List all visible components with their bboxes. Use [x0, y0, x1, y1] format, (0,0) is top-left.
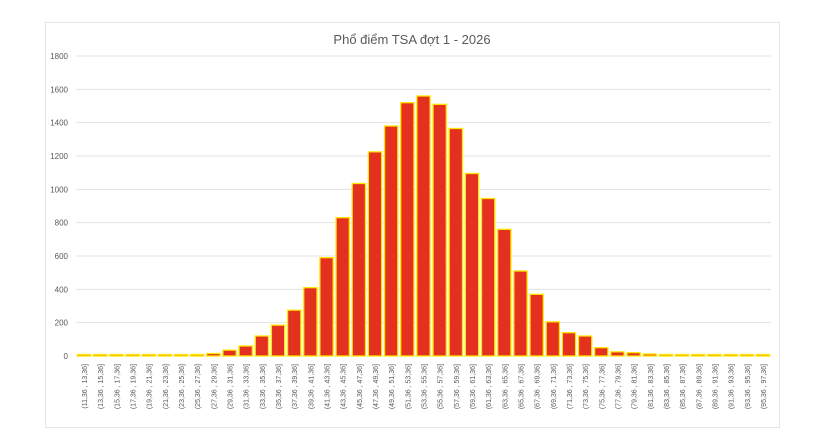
histogram-bar — [189, 353, 205, 357]
histogram-bar — [674, 353, 690, 357]
x-tick-label: (33,36 , 35,36] — [260, 364, 267, 409]
x-tick-label: (49,36 , 51,36] — [389, 364, 396, 409]
histogram-bar — [125, 353, 140, 357]
histogram-bar — [286, 309, 302, 357]
histogram-bar — [416, 95, 431, 357]
x-tick-label: (31,36 , 33,36] — [244, 364, 251, 409]
x-tick-label: (29,36 , 31,36] — [228, 364, 235, 409]
chart-frame: Phổ điểm TSA đợt 1 - 2026 0 200 400 600 800 1… — [45, 22, 780, 428]
x-tick-label: (13,36 , 15,36] — [98, 364, 105, 409]
x-tick-label: (41,36 , 43,36] — [325, 364, 332, 409]
histogram-bar — [497, 228, 512, 357]
histogram-bar — [351, 182, 367, 357]
histogram-bar — [222, 349, 237, 357]
histogram-bar — [367, 151, 383, 357]
x-tick-label: (37,36 , 39,36] — [292, 364, 299, 409]
x-tick-label: (81,36 , 83,36] — [648, 364, 655, 409]
histogram-bar — [610, 351, 625, 357]
histogram-bar — [109, 353, 124, 357]
x-tick-label: (15,36 , 17,36] — [114, 364, 121, 409]
histogram-bar — [755, 353, 771, 357]
histogram-bar — [303, 287, 318, 357]
x-tick-label: (51,36 , 53,36] — [405, 364, 412, 409]
x-tick-label: (69,36 , 71,36] — [551, 364, 558, 409]
histogram-bar — [400, 102, 415, 357]
x-tick-label: (47,36 , 49,36] — [373, 364, 380, 409]
y-tick-label: 200 — [55, 319, 69, 328]
y-tick-label: 400 — [55, 285, 69, 294]
x-tick-label: (19,36 , 21,36] — [147, 364, 154, 409]
histogram-bar — [319, 257, 334, 357]
x-tick-label: (87,36 , 89,36] — [696, 364, 703, 409]
histogram-bar — [480, 197, 496, 357]
x-tick-label: (71,36 , 73,36] — [567, 364, 574, 409]
x-tick-label: (57,36 , 59,36] — [454, 364, 461, 409]
histogram-bar — [335, 217, 350, 357]
x-tick-label: (89,36 , 91,36] — [712, 364, 719, 409]
histogram-bar — [561, 332, 577, 357]
histogram-bar — [707, 353, 722, 357]
y-tick-label: 1600 — [50, 85, 68, 94]
histogram-bar — [432, 103, 447, 357]
x-tick-label: (75,36 , 77,36] — [599, 364, 606, 409]
x-tick-label: (27,36 , 29,36] — [211, 364, 218, 409]
x-tick-label: (65,36 , 67,36] — [518, 364, 525, 409]
x-tick-label: (91,36 , 93,36] — [729, 364, 736, 409]
histogram-bar — [141, 353, 157, 357]
chart-title: Phổ điểm TSA đợt 1 - 2026 — [333, 32, 490, 47]
x-tick-label: (11,36 , 13,36] — [82, 364, 89, 409]
x-tick-label: (93,36 , 95,36] — [745, 364, 752, 409]
x-tick-label: (25,36 , 27,36] — [195, 364, 202, 409]
histogram-chart: Phổ điểm TSA đợt 1 - 2026 0 200 400 600 800 1… — [50, 32, 771, 409]
histogram-bar — [513, 270, 528, 357]
histogram-bar — [594, 347, 609, 357]
x-tick-label: (79,36 , 81,36] — [632, 364, 639, 409]
x-tick-label: (73,36 , 75,36] — [583, 364, 590, 409]
x-tick-label: (53,36 , 55,36] — [422, 364, 429, 409]
histogram-bar — [658, 353, 674, 357]
histogram-bar — [173, 353, 189, 357]
histogram-bar — [92, 353, 108, 357]
y-tick-label: 1200 — [50, 152, 68, 161]
histogram-bar — [270, 324, 286, 357]
y-tick-label: 600 — [55, 252, 69, 261]
y-tick-label: 1000 — [50, 185, 68, 194]
x-tick-label: (23,36 , 25,36] — [179, 364, 186, 409]
x-tick-label: (77,36 , 79,36] — [615, 364, 622, 409]
histogram-bar — [739, 353, 755, 357]
histogram-bar — [383, 125, 399, 357]
histogram-bar — [626, 352, 641, 357]
histogram-bar — [642, 353, 658, 357]
histogram-bar — [206, 352, 221, 357]
x-tick-label: (61,36 , 63,36] — [486, 364, 493, 409]
x-tick-label: (63,36 , 65,36] — [502, 364, 509, 409]
x-tick-label: (35,36 , 37,36] — [276, 364, 283, 409]
histogram-bar — [464, 172, 480, 357]
y-tick-label: 0 — [64, 352, 69, 361]
x-tick-label: (67,36 , 69,36] — [535, 364, 542, 409]
x-tick-label: (17,36 , 19,36] — [131, 364, 138, 409]
y-tick-label: 1400 — [50, 119, 68, 128]
histogram-bar — [157, 353, 173, 357]
histogram-bar — [529, 293, 544, 357]
histogram-bar — [723, 353, 738, 357]
x-tick-label: (85,36 , 87,36] — [680, 364, 687, 409]
x-tick-label: (83,36 , 85,36] — [664, 364, 671, 409]
x-tick-label: (59,36 , 61,36] — [470, 364, 477, 409]
x-tick-label: (45,36 , 47,36] — [357, 364, 364, 409]
histogram-bar — [577, 335, 593, 357]
histogram-bar — [254, 335, 270, 357]
histogram-bar — [545, 321, 561, 357]
x-tick-label: (95,36 , 97,36] — [761, 364, 768, 409]
histogram-bar — [448, 127, 464, 357]
x-tick-label: (43,36 , 45,36] — [341, 364, 348, 409]
y-tick-label: 1800 — [50, 52, 68, 61]
histogram-bar — [690, 353, 706, 357]
x-tick-label: (21,36 , 23,36] — [163, 364, 170, 409]
histogram-bar — [238, 345, 253, 357]
histogram-bar — [76, 353, 92, 357]
x-tick-label: (39,36 , 41,36] — [308, 364, 315, 409]
x-tick-label: (55,36 , 57,36] — [438, 364, 445, 409]
y-tick-label: 800 — [55, 219, 69, 228]
